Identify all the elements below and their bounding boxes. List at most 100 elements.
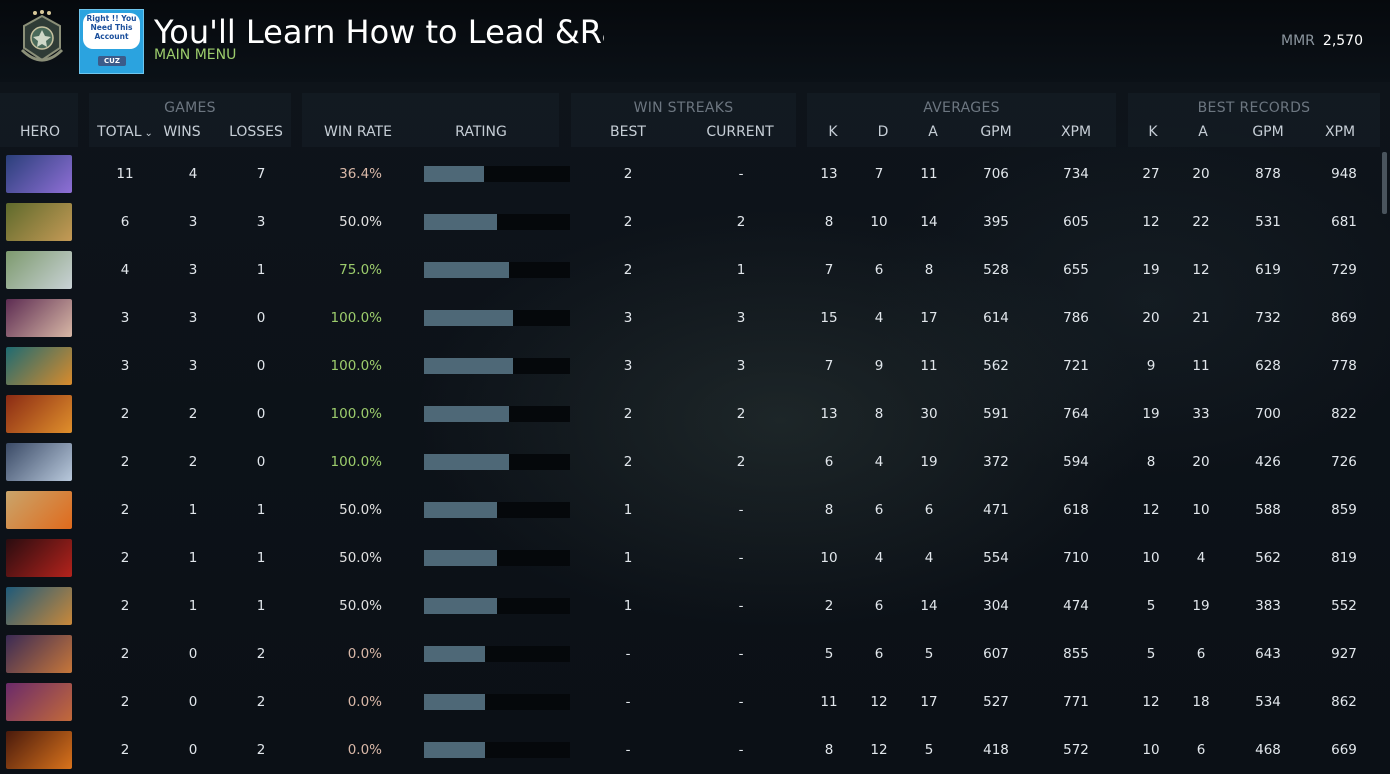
cell-losses: 7: [256, 166, 266, 182]
rating-bar-fill: [424, 406, 509, 422]
column-header-best-kills[interactable]: K: [1148, 124, 1158, 140]
cell-best-xpm: 819: [1331, 550, 1357, 566]
cell-avg-kills: 13: [820, 406, 838, 422]
hero-portrait-anti-mage[interactable]: [6, 635, 72, 673]
cell-avg-xpm: 721: [1063, 358, 1089, 374]
column-header-avg-deaths[interactable]: D: [877, 124, 889, 140]
cell-total: 3: [120, 310, 130, 326]
cell-best-xpm: 862: [1331, 694, 1357, 710]
hero-portrait-shadow-fiend[interactable]: [6, 539, 72, 577]
cell-best-kills: 5: [1146, 646, 1156, 662]
cell-best-assists: 33: [1192, 406, 1210, 422]
hero-portrait-sniper[interactable]: [6, 587, 72, 625]
cell-win-rate: 50.0%: [339, 598, 382, 614]
cell-streak-best: -: [625, 694, 631, 710]
cell-win-rate: 36.4%: [339, 166, 382, 182]
table-row[interactable]: 2 1 1 1 - 10 4 4 554 710 10 4 562 819 50.0%: [0, 534, 1380, 582]
hero-portrait-tusk[interactable]: [6, 347, 72, 385]
cell-best-xpm: 948: [1331, 166, 1357, 182]
hero-portrait-juggernaut[interactable]: [6, 251, 72, 289]
column-header-streak-current[interactable]: CURRENT: [706, 124, 774, 140]
table-row[interactable]: 11 4 7 2 - 13 7 11 706 734 27 20 878 948 36.4%: [0, 150, 1380, 198]
table-row[interactable]: 3 3 0 3 3 7 9 11 562 721 9 11 628 778 100.0%: [0, 342, 1380, 390]
cell-best-assists: 21: [1192, 310, 1210, 326]
sort-descending-icon: ⌄: [144, 128, 153, 139]
table-row[interactable]: 2 2 0 2 2 13 8 30 591 764 19 33 700 822 100.0%: [0, 390, 1380, 438]
column-header-avg-gpm[interactable]: GPM: [980, 124, 1012, 140]
cell-total: 2: [120, 502, 130, 518]
column-header-hero[interactable]: HERO: [19, 124, 61, 140]
column-header-wins[interactable]: WINS: [163, 124, 201, 140]
hero-portrait-invoker[interactable]: [6, 299, 72, 337]
cell-wins: 3: [188, 214, 198, 230]
scrollbar-thumb[interactable]: [1382, 152, 1387, 214]
cell-avg-deaths: 6: [874, 262, 884, 278]
table-row[interactable]: 6 3 3 2 2 8 10 14 395 605 12 22 531 681 50.0%: [0, 198, 1380, 246]
cell-avg-xpm: 655: [1063, 262, 1089, 278]
cell-streak-best: -: [625, 742, 631, 758]
column-header-total[interactable]: TOTAL ⌄: [90, 124, 160, 140]
cell-streak-current: -: [738, 502, 744, 518]
cell-streak-current: 1: [736, 262, 746, 278]
hero-portrait-earthshaker[interactable]: [6, 203, 72, 241]
table-row[interactable]: 2 2 0 2 2 6 4 19 372 594 8 20 426 726 100.0%: [0, 438, 1380, 486]
cell-avg-gpm: 418: [983, 742, 1009, 758]
hero-portrait-mirana[interactable]: [6, 443, 72, 481]
table-row[interactable]: 2 0 2 - - 5 6 5 607 855 5 6 643 927 0.0%: [0, 630, 1380, 678]
cell-avg-xpm: 474: [1063, 598, 1089, 614]
cell-total: 11: [116, 166, 134, 182]
cell-avg-deaths: 4: [874, 310, 884, 326]
cell-total: 2: [120, 742, 130, 758]
cell-streak-current: -: [738, 646, 744, 662]
table-row[interactable]: 2 0 2 - - 8 12 5 418 572 10 6 468 669 0.0%: [0, 726, 1380, 774]
column-header-rating[interactable]: RATING: [455, 124, 507, 140]
cell-wins: 2: [188, 406, 198, 422]
column-header-win-rate[interactable]: WIN RATE: [324, 124, 392, 140]
table-row[interactable]: 4 3 1 2 1 7 6 8 528 655 19 12 619 729 75.0%: [0, 246, 1380, 294]
column-header-best-xpm[interactable]: XPM: [1324, 124, 1356, 140]
table-row[interactable]: 2 0 2 - - 11 12 17 527 771 12 18 534 862 0.0%: [0, 678, 1380, 726]
cell-avg-kills: 7: [824, 358, 834, 374]
hero-portrait-dawnbreaker[interactable]: [6, 491, 72, 529]
column-header-best-assists[interactable]: A: [1198, 124, 1208, 140]
column-header-avg-kills[interactable]: K: [828, 124, 838, 140]
cell-best-xpm: 869: [1331, 310, 1357, 326]
cell-best-assists: 18: [1192, 694, 1210, 710]
group-label-best-records: BEST RECORDS: [1197, 100, 1311, 116]
cell-total: 2: [120, 550, 130, 566]
cell-avg-gpm: 527: [983, 694, 1009, 710]
hero-portrait-huskar[interactable]: [6, 395, 72, 433]
cell-best-kills: 10: [1142, 550, 1160, 566]
column-header-avg-xpm[interactable]: XPM: [1060, 124, 1092, 140]
cell-total: 2: [120, 454, 130, 470]
table-row[interactable]: 2 1 1 1 - 8 6 6 471 618 12 10 588 859 50.0%: [0, 486, 1380, 534]
cell-losses: 0: [256, 454, 266, 470]
profile-avatar[interactable]: Right !! You Need This Account CUZ: [79, 9, 144, 74]
rating-bar: [424, 694, 570, 710]
main-menu-link[interactable]: MAIN MENU: [154, 47, 237, 63]
table-row[interactable]: 3 3 0 3 3 15 4 17 614 786 20 21 732 869 100.0%: [0, 294, 1380, 342]
cell-avg-kills: 5: [824, 646, 834, 662]
avatar-tag: CUZ: [98, 56, 126, 66]
cell-best-kills: 19: [1142, 262, 1160, 278]
column-header-avg-assists[interactable]: A: [928, 124, 938, 140]
mmr-value: 2,570: [1322, 33, 1363, 49]
cell-total: 4: [120, 262, 130, 278]
hero-portrait-arc-warden[interactable]: [6, 155, 72, 193]
cell-best-assists: 19: [1192, 598, 1210, 614]
cell-avg-assists: 4: [924, 550, 934, 566]
rating-bar-fill: [424, 598, 497, 614]
cell-total: 6: [120, 214, 130, 230]
cell-losses: 2: [256, 694, 266, 710]
group-label-games: GAMES: [164, 100, 216, 116]
cell-wins: 1: [188, 502, 198, 518]
cell-streak-current: -: [738, 598, 744, 614]
hero-portrait-bristleback[interactable]: [6, 731, 72, 769]
column-header-streak-best[interactable]: BEST: [610, 124, 646, 140]
column-header-best-gpm[interactable]: GPM: [1252, 124, 1284, 140]
cell-wins: 1: [188, 598, 198, 614]
hero-portrait-faceless-void[interactable]: [6, 683, 72, 721]
cell-best-kills: 5: [1146, 598, 1156, 614]
column-header-losses[interactable]: LOSSES: [229, 124, 283, 140]
table-row[interactable]: 2 1 1 1 - 2 6 14 304 474 5 19 383 552 50.0%: [0, 582, 1380, 630]
